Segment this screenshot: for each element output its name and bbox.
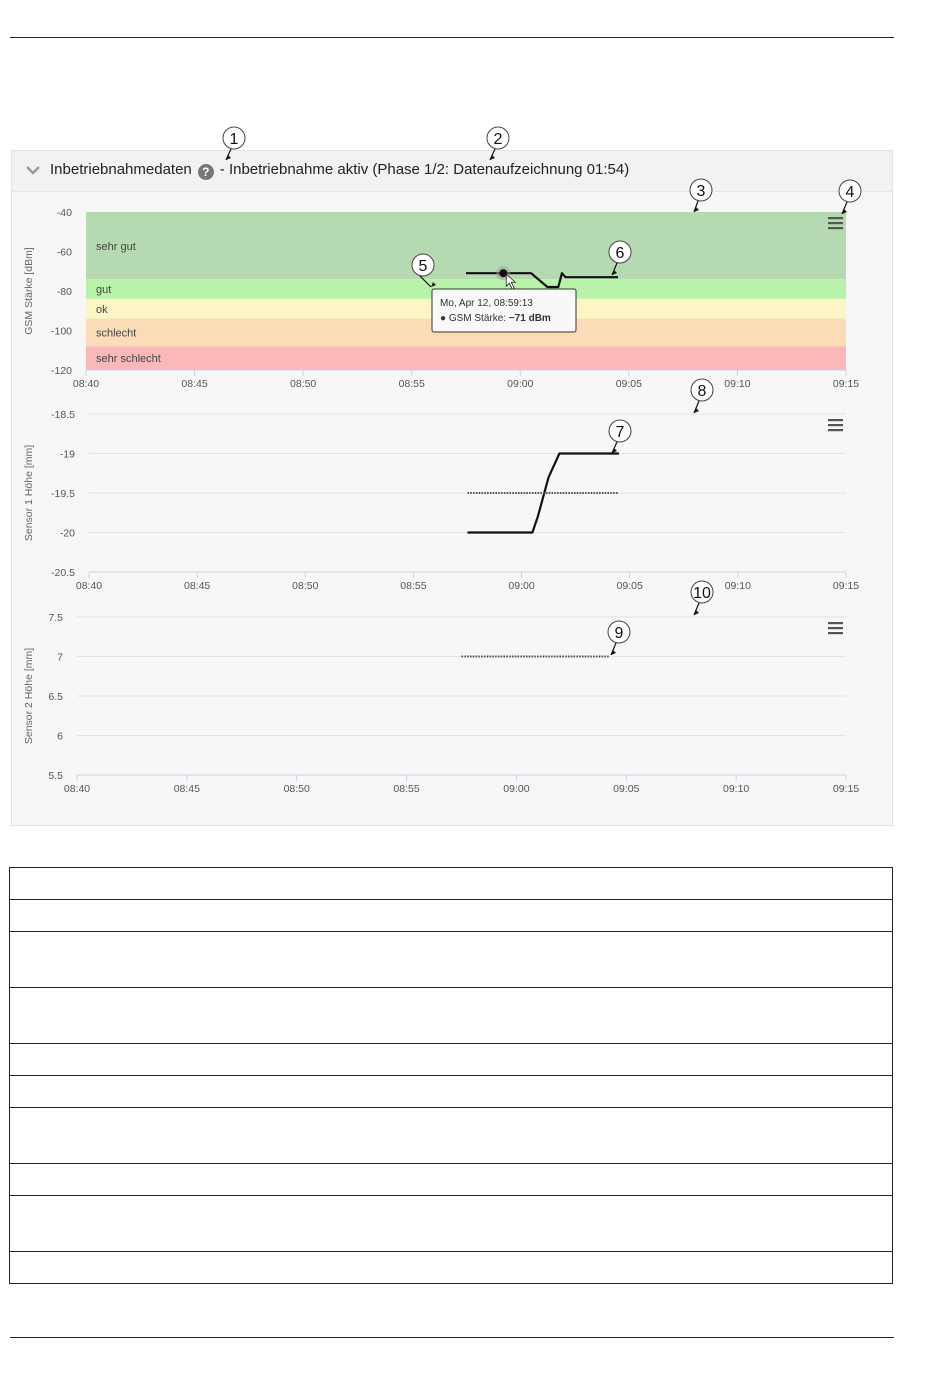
band-label: ok xyxy=(96,304,108,316)
table-cell xyxy=(9,1195,893,1252)
table-cell xyxy=(9,1107,893,1164)
y-tick-label: -19 xyxy=(60,449,75,461)
y-axis-label: Sensor 2 Höhe [mm] xyxy=(23,648,35,744)
table-row xyxy=(9,899,893,932)
x-tick-label: 08:40 xyxy=(64,783,90,795)
y-tick-label: -20.5 xyxy=(51,567,75,579)
commissioning-status: - Inbetriebnahme aktiv (Phase 1/2: Daten… xyxy=(219,161,630,178)
table-cell xyxy=(9,1251,893,1284)
x-tick-label: 08:45 xyxy=(184,580,210,592)
band-5 xyxy=(86,346,846,370)
y-tick-label: 6.5 xyxy=(48,691,63,703)
tooltip-box xyxy=(431,288,577,333)
table-row xyxy=(9,867,893,900)
x-tick-label: 09:05 xyxy=(617,580,643,592)
panel-header[interactable]: Inbetriebnahmedaten? - Inbetriebnahme akt… xyxy=(12,151,892,192)
chart-2: -18.5 -19 -19.5 -20 -20.508:40 08:45 08:50 08:5… xyxy=(23,409,859,592)
tooltip-value-row: ● GSM Stärke: −71 dBm xyxy=(440,313,551,324)
x-tick-label: 08:55 xyxy=(393,783,419,795)
panel-title: Inbetriebnahmedaten xyxy=(50,161,192,178)
y-tick-label: -18.5 xyxy=(51,409,75,421)
x-tick-label: 09:00 xyxy=(508,580,534,592)
y-tick-label: -60 xyxy=(57,247,72,259)
x-tick-label: 09:05 xyxy=(613,783,639,795)
table-cell xyxy=(9,899,893,932)
table-row xyxy=(9,1163,893,1196)
y-tick-label: 7.5 xyxy=(48,612,63,624)
table-cell xyxy=(9,931,893,988)
y-tick-label: 7 xyxy=(57,652,63,664)
chart-1: sehr gut gut ok schlecht sehr schlecht -40 -60… xyxy=(23,207,859,390)
x-tick-label: 08:55 xyxy=(400,580,426,592)
y-tick-label: -120 xyxy=(51,365,72,377)
x-tick-label: 08:40 xyxy=(76,580,102,592)
hover-point xyxy=(499,269,508,278)
charts-area: sehr gut gut ok schlecht sehr schlecht -40 -60… xyxy=(23,207,859,795)
x-tick-label: 08:50 xyxy=(284,783,310,795)
table-row xyxy=(9,1107,893,1164)
x-tick-label: 08:40 xyxy=(73,378,99,390)
bottom-rule xyxy=(10,1337,894,1338)
x-tick-label: 09:15 xyxy=(833,378,859,390)
band-label: sehr gut xyxy=(96,241,136,253)
chevron-down-icon[interactable] xyxy=(26,163,40,177)
x-tick-label: 09:00 xyxy=(503,783,529,795)
y-axis-label: GSM Stärke [dBm] xyxy=(23,247,35,335)
y-axis-label: Sensor 1 Höhe [mm] xyxy=(23,445,35,541)
panel-title-row: Inbetriebnahmedaten? - Inbetriebnahme akt… xyxy=(50,161,629,180)
x-tick-label: 09:15 xyxy=(833,580,859,592)
table-row xyxy=(9,1043,893,1076)
top-rule xyxy=(10,37,894,38)
x-tick-label: 08:45 xyxy=(181,378,207,390)
description-table xyxy=(9,867,893,1284)
y-tick-label: -80 xyxy=(57,286,72,298)
x-tick-label: 08:50 xyxy=(290,378,316,390)
band-label: sehr schlecht xyxy=(96,353,161,365)
table-cell xyxy=(9,867,893,900)
y-tick-label: -20 xyxy=(60,528,75,540)
hamburger-menu-icon[interactable] xyxy=(828,419,843,432)
x-tick-label: 08:55 xyxy=(399,378,425,390)
table-row xyxy=(9,1075,893,1108)
svg-text:2: 2 xyxy=(494,131,503,148)
chart-3: 7.5 7 6.5 6 5.508:40 08:45 08:50 08:55 09:00 09:0… xyxy=(23,612,859,795)
band-label: gut xyxy=(96,284,111,296)
table-cell xyxy=(9,987,893,1044)
hamburger-menu-icon[interactable] xyxy=(828,217,843,230)
svg-text:1: 1 xyxy=(230,131,239,148)
table-cell xyxy=(9,1043,893,1076)
table-row xyxy=(9,987,893,1044)
help-circle-icon[interactable]: ? xyxy=(197,164,214,180)
x-tick-label: 09:10 xyxy=(725,580,751,592)
x-tick-label: 08:50 xyxy=(292,580,318,592)
band-label: schlecht xyxy=(96,327,136,339)
y-tick-label: 6 xyxy=(57,731,63,743)
x-tick-label: 09:05 xyxy=(616,378,642,390)
y-tick-label: -40 xyxy=(57,207,72,219)
x-tick-label: 08:45 xyxy=(174,783,200,795)
tooltip-time: Mo, Apr 12, 08:59:13 xyxy=(440,298,533,309)
table-row xyxy=(9,1195,893,1252)
table-cell xyxy=(9,1163,893,1196)
band-1 xyxy=(86,212,846,280)
x-tick-label: 09:10 xyxy=(724,378,750,390)
y-tick-label: -19.5 xyxy=(51,488,75,500)
x-tick-label: 09:15 xyxy=(833,783,859,795)
table-row xyxy=(9,931,893,988)
y-tick-label: 5.5 xyxy=(48,770,63,782)
table-row xyxy=(9,1251,893,1284)
tooltip: Mo, Apr 12, 08:59:13 ● GSM Stärke: −71 dB… xyxy=(431,288,577,333)
series-line-1 xyxy=(467,452,619,534)
x-tick-label: 09:00 xyxy=(507,378,533,390)
hamburger-menu-icon[interactable] xyxy=(828,622,843,635)
y-tick-label: -100 xyxy=(51,326,72,338)
x-tick-label: 09:10 xyxy=(723,783,749,795)
table-cell xyxy=(9,1075,893,1108)
